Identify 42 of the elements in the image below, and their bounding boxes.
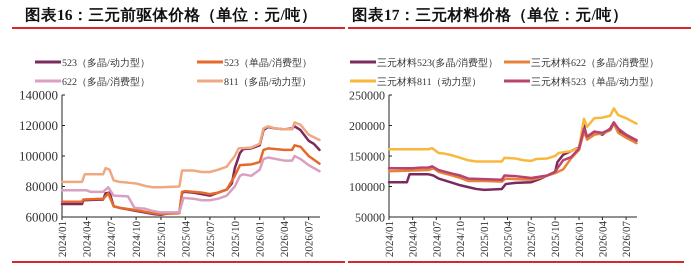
legend-label: 三元材料622（多晶/消费型） [531,57,659,69]
x-tick-label: 2025/07 [204,220,217,258]
y-tick-label: 120000 [19,118,58,133]
x-tick-label: 2024/01 [57,221,69,258]
x-tick-label: 2024/10 [131,220,144,258]
legend-label: 622（多晶/消费型） [62,76,150,88]
legend-label: 811（多晶/动力型） [224,76,312,88]
x-tick-label: 2024/07 [431,220,444,258]
x-tick-label: 2025/10 [550,220,562,258]
y-tick-label: 150000 [349,150,385,164]
x-tick-label: 2025/07 [526,220,538,258]
x-tick-label: 2025/10 [230,220,242,258]
legend-label: 523（单晶/消费型） [224,57,312,69]
x-tick-label: 2024/01 [384,221,396,258]
x-tick-label: 2026/04 [279,220,292,258]
y-tick-label: 100000 [349,180,385,194]
legend-label: 三元材料523(多晶/消费型） [377,57,498,69]
y-tick-label: 100000 [19,148,58,164]
x-tick-label: 2026/04 [597,220,610,258]
x-tick-label: 2026/07 [304,220,316,258]
y-tick-label: 50000 [355,210,385,224]
x-tick-label: 2026/07 [621,220,634,258]
y-tick-label: 80000 [26,179,58,194]
legend-label: 三元材料811（动力型） [377,76,482,88]
chart-title: 图表16：三元前驱体价格（单位：元/吨） [25,6,317,24]
x-tick-label: 2024/07 [106,220,118,258]
x-tick-label: 2024/04 [82,220,94,258]
x-tick-label: 2026/01 [574,221,586,258]
legend-label: 三元材料523（单晶/动力型） [531,76,659,88]
chart-title: 图表17：三元材料价格（单位：元/吨） [352,6,628,24]
x-tick-label: 2026/01 [254,221,267,258]
x-tick-label: 2025/04 [180,220,192,258]
y-tick-label: 200000 [349,119,385,133]
x-tick-label: 2025/01 [479,221,492,258]
x-tick-label: 2024/04 [408,220,420,258]
y-tick-label: 140000 [19,88,58,102]
y-tick-label: 60000 [26,210,58,224]
y-tick-label: 250000 [349,88,385,102]
x-tick-label: 2024/10 [455,220,468,258]
legend-label: 523（多晶/动力型） [62,57,150,69]
x-tick-label: 2025/04 [502,220,515,258]
x-tick-label: 2025/01 [156,221,168,258]
